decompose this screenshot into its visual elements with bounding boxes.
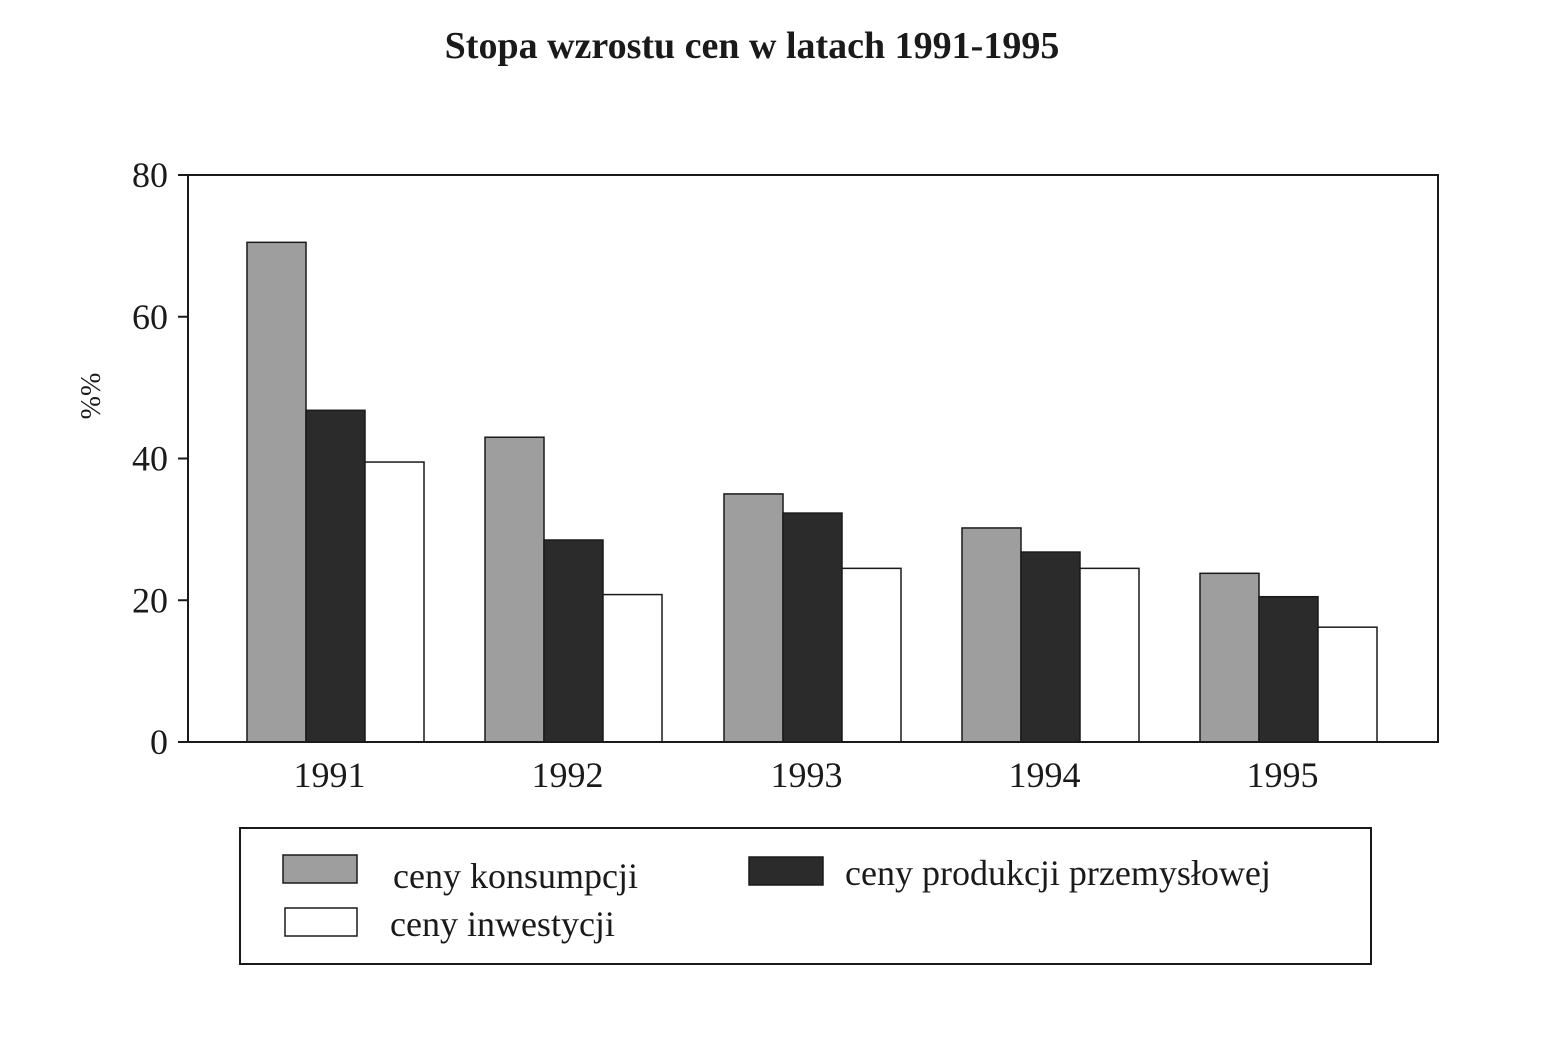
bar-investment-1993 — [841, 567, 902, 743]
bar-investment-1991 — [364, 461, 425, 743]
x-tick-label: 1994 — [1009, 755, 1081, 795]
y-tick-label: 20 — [132, 580, 168, 620]
y-tick-label: 0 — [150, 722, 168, 762]
y-tick-label: 40 — [132, 439, 168, 479]
legend-swatch-investment — [284, 907, 358, 937]
bars — [246, 241, 1378, 743]
bar-consumer-1994 — [961, 527, 1022, 743]
y-axis-label: %% — [76, 373, 107, 420]
legend-swatch-consumer — [282, 854, 358, 884]
y-tick-label: 60 — [132, 297, 168, 337]
bar-consumer-1995 — [1199, 572, 1260, 743]
x-tick-label: 1993 — [771, 755, 843, 795]
x-tick-label: 1995 — [1247, 755, 1319, 795]
legend-label-consumer: ceny konsumpcji — [393, 856, 638, 896]
legend: ceny konsumpcji ceny produkcji przemysło… — [239, 827, 1372, 965]
y-axis: 0 20 40 60 80 — [132, 155, 188, 762]
bar-investment-1995 — [1317, 626, 1378, 743]
bar-industrial-1994 — [1020, 551, 1081, 743]
legend-box — [239, 827, 1372, 965]
legend-label-industrial: ceny produkcji przemysłowej — [845, 853, 1271, 893]
x-tick-label: 1991 — [294, 755, 366, 795]
bar-investment-1992 — [602, 593, 663, 743]
bar-industrial-1995 — [1258, 595, 1319, 743]
chart-title: Stopa wzrostu cen w latach 1991-1995 — [445, 25, 1060, 67]
bar-industrial-1993 — [782, 512, 843, 743]
x-tick-label: 1992 — [532, 755, 604, 795]
legend-swatch-industrial — [748, 856, 824, 886]
bar-consumer-1993 — [723, 493, 784, 743]
x-axis: 1991 1992 1993 1994 1995 — [294, 755, 1319, 795]
bar-consumer-1992 — [484, 436, 545, 743]
y-tick-label: 80 — [132, 155, 168, 195]
bar-investment-1994 — [1079, 567, 1140, 743]
legend-label-investment: ceny inwestycji — [390, 904, 615, 944]
bar-consumer-1991 — [246, 241, 307, 743]
plot-frame — [187, 174, 1439, 743]
bar-industrial-1991 — [305, 409, 366, 743]
bar-industrial-1992 — [543, 539, 604, 743]
